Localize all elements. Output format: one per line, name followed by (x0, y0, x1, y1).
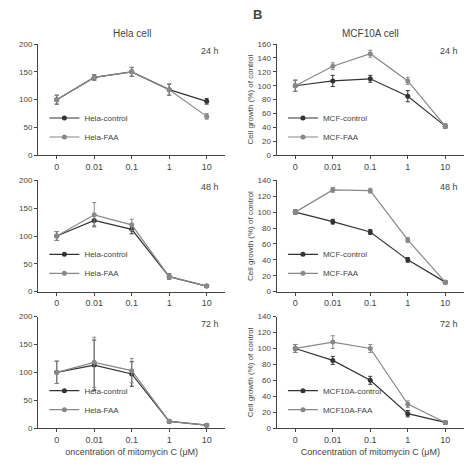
svg-text:150: 150 (19, 204, 33, 213)
svg-text:Concentration of mitomycin C (: Concentration of mitomycin C (μM) (301, 447, 440, 457)
svg-text:0.01: 0.01 (85, 162, 103, 172)
svg-text:20: 20 (262, 137, 271, 146)
svg-text:120: 120 (258, 192, 272, 201)
svg-text:Cell growth (%) of control: Cell growth (%) of control (246, 191, 255, 281)
svg-text:60: 60 (262, 240, 271, 249)
svg-text:140: 140 (258, 54, 272, 63)
svg-text:MCF10A cell: MCF10A cell (342, 28, 399, 39)
svg-text:0: 0 (28, 287, 33, 296)
svg-text:10: 10 (440, 298, 450, 308)
svg-text:Hela-control: Hela-control (84, 114, 127, 123)
svg-text:0.01: 0.01 (324, 298, 342, 308)
svg-text:0.01: 0.01 (85, 298, 103, 308)
svg-text:120: 120 (258, 68, 272, 77)
svg-text:MCF10A-control: MCF10A-control (323, 387, 381, 396)
svg-text:0: 0 (28, 151, 33, 160)
svg-text:10: 10 (440, 162, 450, 172)
svg-text:48 h: 48 h (440, 182, 458, 192)
svg-text:10: 10 (440, 435, 450, 445)
svg-text:40: 40 (262, 123, 271, 132)
svg-text:0: 0 (267, 287, 272, 296)
svg-text:MCF-control: MCF-control (323, 250, 367, 259)
svg-text:0: 0 (267, 424, 272, 433)
svg-text:Hela cell: Hela cell (113, 28, 151, 39)
svg-text:0.01: 0.01 (85, 435, 103, 445)
svg-text:150: 150 (19, 68, 33, 77)
svg-text:0: 0 (293, 435, 298, 445)
svg-text:0.1: 0.1 (364, 298, 377, 308)
svg-text:1: 1 (167, 162, 172, 172)
svg-text:80: 80 (262, 224, 271, 233)
svg-text:1: 1 (167, 435, 172, 445)
svg-text:MCF10A-FAA: MCF10A-FAA (323, 406, 373, 415)
svg-text:150: 150 (19, 340, 33, 349)
svg-text:Hela-control: Hela-control (84, 387, 127, 396)
svg-text:Cell growth (%) of control: Cell growth (%) of control (246, 55, 255, 145)
svg-text:0.1: 0.1 (125, 435, 138, 445)
svg-text:0: 0 (293, 298, 298, 308)
svg-text:0.01: 0.01 (324, 435, 342, 445)
svg-text:Cell growth (%) of control: Cell growth (%) of control (246, 327, 255, 417)
svg-text:10: 10 (202, 162, 212, 172)
svg-text:Hela-control: Hela-control (84, 250, 127, 259)
svg-text:24 h: 24 h (201, 46, 219, 56)
svg-text:200: 200 (19, 40, 33, 49)
svg-text:1: 1 (405, 162, 410, 172)
svg-text:20: 20 (262, 272, 271, 281)
svg-text:72 h: 72 h (201, 319, 219, 329)
svg-text:1: 1 (405, 298, 410, 308)
svg-text:100: 100 (258, 344, 272, 353)
svg-text:140: 140 (258, 176, 272, 185)
svg-text:50: 50 (23, 123, 32, 132)
svg-text:MCF-control: MCF-control (323, 114, 367, 123)
svg-text:160: 160 (258, 40, 272, 49)
svg-text:oncentration of mitomycin C (μ: oncentration of mitomycin C (μM) (65, 447, 198, 457)
svg-text:0.1: 0.1 (364, 162, 377, 172)
svg-text:20: 20 (262, 408, 271, 417)
svg-text:100: 100 (19, 368, 33, 377)
svg-text:0: 0 (54, 435, 59, 445)
svg-text:50: 50 (23, 396, 32, 405)
svg-text:120: 120 (258, 328, 272, 337)
svg-text:0: 0 (28, 424, 33, 433)
svg-text:60: 60 (262, 109, 271, 118)
svg-text:60: 60 (262, 376, 271, 385)
svg-text:100: 100 (258, 208, 272, 217)
svg-text:100: 100 (19, 232, 33, 241)
svg-text:72 h: 72 h (440, 319, 458, 329)
svg-text:0: 0 (267, 151, 272, 160)
svg-text:MCF-FAA: MCF-FAA (323, 133, 359, 142)
svg-text:100: 100 (258, 82, 272, 91)
svg-text:80: 80 (262, 360, 271, 369)
svg-text:50: 50 (23, 260, 32, 269)
svg-text:10: 10 (202, 298, 212, 308)
svg-text:48 h: 48 h (201, 182, 219, 192)
svg-text:1: 1 (167, 298, 172, 308)
svg-text:0: 0 (54, 162, 59, 172)
svg-text:200: 200 (19, 176, 33, 185)
svg-text:100: 100 (19, 95, 33, 104)
svg-text:200: 200 (19, 312, 33, 321)
svg-text:40: 40 (262, 256, 271, 265)
svg-text:140: 140 (258, 312, 272, 321)
svg-text:0.01: 0.01 (324, 162, 342, 172)
svg-text:40: 40 (262, 392, 271, 401)
svg-text:10: 10 (202, 435, 212, 445)
svg-text:0: 0 (54, 298, 59, 308)
svg-text:1: 1 (405, 435, 410, 445)
svg-text:Hela-FAA: Hela-FAA (84, 269, 119, 278)
svg-text:Hela-FAA: Hela-FAA (84, 133, 119, 142)
svg-text:0.1: 0.1 (125, 298, 138, 308)
svg-text:0.1: 0.1 (125, 162, 138, 172)
svg-text:MCF-FAA: MCF-FAA (323, 269, 359, 278)
svg-text:B: B (253, 7, 262, 22)
svg-text:0.1: 0.1 (364, 435, 377, 445)
svg-text:80: 80 (262, 95, 271, 104)
svg-text:0: 0 (293, 162, 298, 172)
svg-text:24 h: 24 h (440, 46, 458, 56)
svg-text:Hela-FAA: Hela-FAA (84, 406, 119, 415)
